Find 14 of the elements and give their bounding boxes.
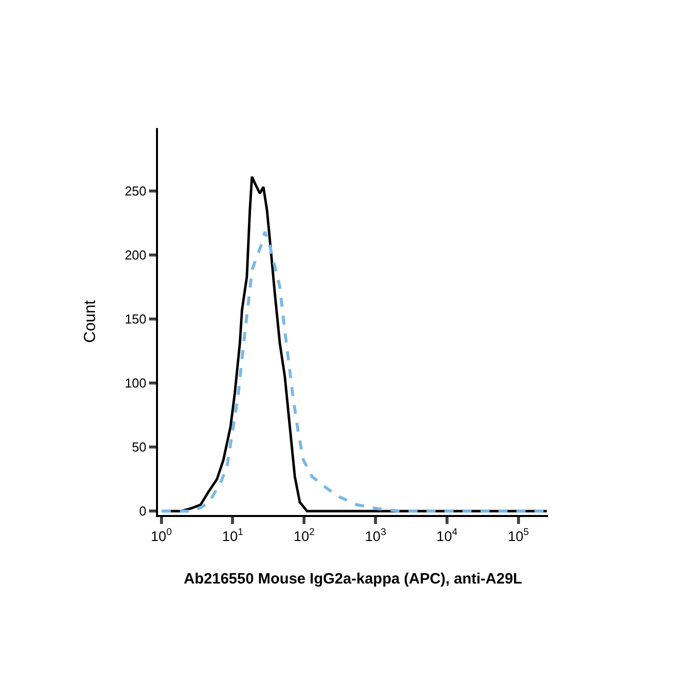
x-tick-label: 10$^{0}$ [150, 526, 172, 544]
y-tick-label: 150 [124, 311, 146, 326]
y-tick-label: 250 [124, 183, 146, 198]
x-tick-label: 10$^{2}$ [294, 526, 315, 544]
x-axis-title: Ab216550 Mouse IgG2a-kappa (APC), anti-A29L [184, 570, 522, 588]
y-tick-label: 100 [124, 376, 146, 391]
y-tick-label: 50 [132, 440, 146, 455]
y-tick-label: 200 [124, 247, 146, 262]
x-tick-label: 10$^{5}$ [508, 526, 530, 544]
y-tick-label: 0 [139, 504, 146, 519]
x-tick-label: 10$^{3}$ [365, 526, 387, 544]
x-tick-label: 10$^{1}$ [222, 526, 244, 544]
y-axis-title: Count [82, 300, 100, 343]
x-tick-label: 10$^{4}$ [436, 526, 458, 544]
